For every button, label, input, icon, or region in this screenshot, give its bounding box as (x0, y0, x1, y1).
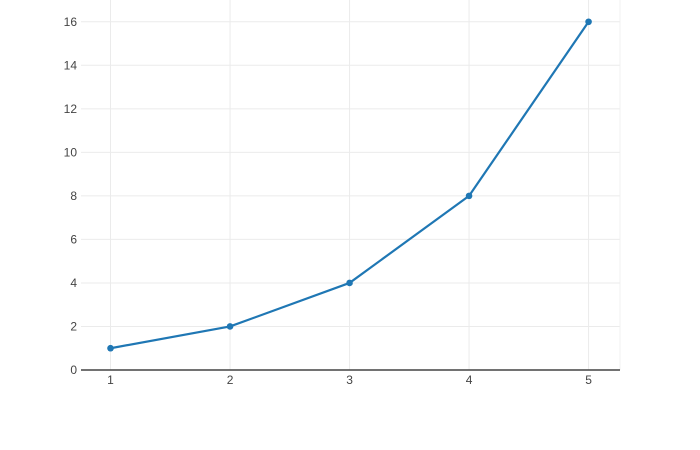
y-tick-label: 12 (64, 102, 78, 116)
y-tick-label: 4 (70, 276, 77, 290)
y-tick-label: 2 (70, 320, 77, 334)
x-tick-label: 3 (346, 373, 353, 387)
x-tick-label: 4 (466, 373, 473, 387)
y-tick-label: 16 (64, 15, 78, 29)
y-tick-label: 14 (64, 58, 78, 72)
x-tick-label: 1 (107, 373, 114, 387)
data-point[interactable] (346, 279, 353, 287)
y-tick-label: 6 (70, 233, 77, 247)
x-tick-label: 2 (227, 373, 234, 387)
data-point[interactable] (226, 323, 234, 330)
data-point[interactable] (465, 192, 473, 200)
x-tick-label: 5 (585, 373, 592, 387)
data-point[interactable] (585, 18, 592, 26)
y-tick-label: 8 (70, 189, 77, 203)
y-tick-label: 10 (64, 146, 78, 160)
data-point[interactable] (107, 344, 114, 352)
y-tick-label: 0 (70, 363, 77, 377)
